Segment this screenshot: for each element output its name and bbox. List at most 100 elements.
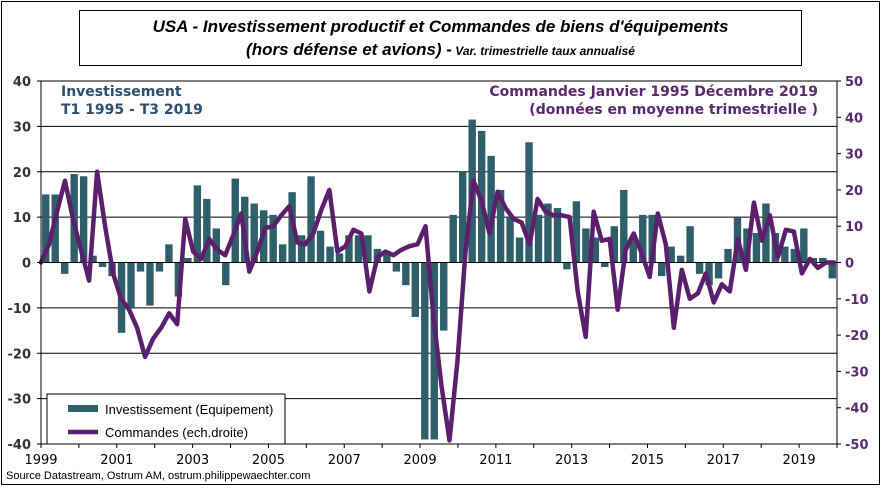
chart-title: USA - Investissement productif et Comman… <box>152 17 729 36</box>
bar <box>724 248 732 263</box>
bar <box>553 208 562 263</box>
bar <box>60 262 69 274</box>
line-commandes <box>38 169 837 443</box>
bar <box>582 228 590 263</box>
bar <box>278 244 287 263</box>
bar <box>165 244 173 263</box>
bar <box>307 176 315 263</box>
x-tick-label: 2011 <box>479 453 512 468</box>
y-right-tick-label: -50 <box>845 438 869 453</box>
bar <box>544 203 552 263</box>
bar <box>752 233 761 263</box>
y-right-tick-label: 20 <box>845 184 863 199</box>
bar <box>383 251 391 263</box>
bar <box>345 235 353 263</box>
bar <box>250 203 258 263</box>
bar <box>819 257 827 263</box>
bar <box>781 246 789 263</box>
y-right-tick-label: 0 <box>845 257 854 272</box>
bar <box>449 214 457 263</box>
bar <box>695 262 704 274</box>
bar <box>155 262 164 272</box>
chart-title-box: USA - Investissement productif et Comman… <box>79 10 802 66</box>
chart-subtitle: (hors défense et avions) - Var. trimestr… <box>80 40 801 60</box>
x-tick-label: 1999 <box>24 453 57 468</box>
bar <box>515 237 524 263</box>
chart-subtitle-detail: Var. trimestrielle taux annualisé <box>451 44 635 58</box>
x-tick-label: 2015 <box>631 453 664 468</box>
y-right-tick-label: 50 <box>845 75 863 90</box>
annotation-right-line2: (données en moyenne trimestrielle ) <box>529 102 818 118</box>
x-tick-label: 2019 <box>783 453 816 468</box>
source-note: Source Datastream, Ostrum AM, ostrum.phi… <box>6 470 311 482</box>
bar <box>667 246 675 263</box>
legend-box <box>46 393 286 445</box>
y-left-tick-label: -30 <box>8 393 32 408</box>
x-tick-label: 2017 <box>707 453 740 468</box>
legend: Investissement (Equipement) Commandes (e… <box>46 393 286 445</box>
x-axis: 1999 2001 2003 2005 2007 2009 2011 2013 2015 2017… <box>24 444 838 468</box>
y-right-tick-label: 40 <box>845 111 863 126</box>
bar <box>496 189 505 263</box>
bar <box>648 214 656 263</box>
annotation-right-line1: Commandes Janvier 1995 Décembre 2019 <box>489 84 818 100</box>
bar <box>193 185 202 263</box>
bar <box>591 237 600 263</box>
bar <box>705 262 713 286</box>
bar <box>184 257 192 263</box>
bar <box>392 262 401 272</box>
y-left-tick-label: 0 <box>22 257 31 272</box>
bar <box>657 262 666 277</box>
bar <box>534 214 543 263</box>
bar <box>98 262 107 268</box>
y-right-tick-label: -20 <box>845 329 869 344</box>
bar <box>714 262 723 279</box>
legend-label-commandes: Commandes (ech.droite) <box>105 425 248 440</box>
bar <box>127 262 135 308</box>
x-tick-label: 2005 <box>252 453 285 468</box>
bars-investissement <box>42 119 836 440</box>
bar <box>440 262 448 331</box>
bar <box>146 262 154 306</box>
chart-subtitle-main: (hors défense et avions) - <box>246 40 452 59</box>
y-right-tick-label: 10 <box>845 220 863 235</box>
bar <box>487 155 495 263</box>
bar <box>402 262 410 286</box>
bar <box>411 262 420 317</box>
bar <box>686 226 694 263</box>
y-left-tick-label: 40 <box>13 75 31 90</box>
x-tick-label: 2003 <box>176 453 209 468</box>
bar <box>231 178 239 263</box>
bar <box>222 262 230 286</box>
bar <box>610 226 619 263</box>
bar <box>421 262 429 440</box>
bar <box>42 194 50 263</box>
bar <box>51 194 59 263</box>
legend-swatch-investissement <box>68 405 98 412</box>
bar <box>269 214 277 263</box>
annotation-left-line1: Investissement <box>61 84 182 100</box>
bar <box>136 262 145 272</box>
y-left-tick-label: -20 <box>8 347 32 362</box>
bar <box>326 246 334 263</box>
y-right-tick-label: 30 <box>845 148 863 163</box>
y-left-tick-label: 10 <box>13 211 31 226</box>
bar <box>89 255 97 263</box>
legend-label-investissement: Investissement (Equipement) <box>105 402 273 417</box>
bar <box>297 235 306 263</box>
bar <box>316 230 325 263</box>
y-right-tick-label: -40 <box>845 402 869 417</box>
x-tick-label: 2009 <box>404 453 437 468</box>
bar <box>572 201 581 263</box>
y-right-tick-label: -30 <box>845 365 869 380</box>
bar <box>335 253 344 263</box>
bar <box>790 248 799 263</box>
y-left-tick-label: 20 <box>13 166 31 181</box>
y-axis-right: 50 40 30 20 10 0 -10 -20 -30 -40 -50 <box>837 75 869 453</box>
bar <box>629 237 637 263</box>
y-left-tick-label: -40 <box>8 438 32 453</box>
y-axis-left: 40 30 20 10 0 -10 -20 -30 -40 <box>8 75 41 453</box>
y-right-tick-label: -10 <box>845 293 869 308</box>
bar <box>354 235 363 263</box>
